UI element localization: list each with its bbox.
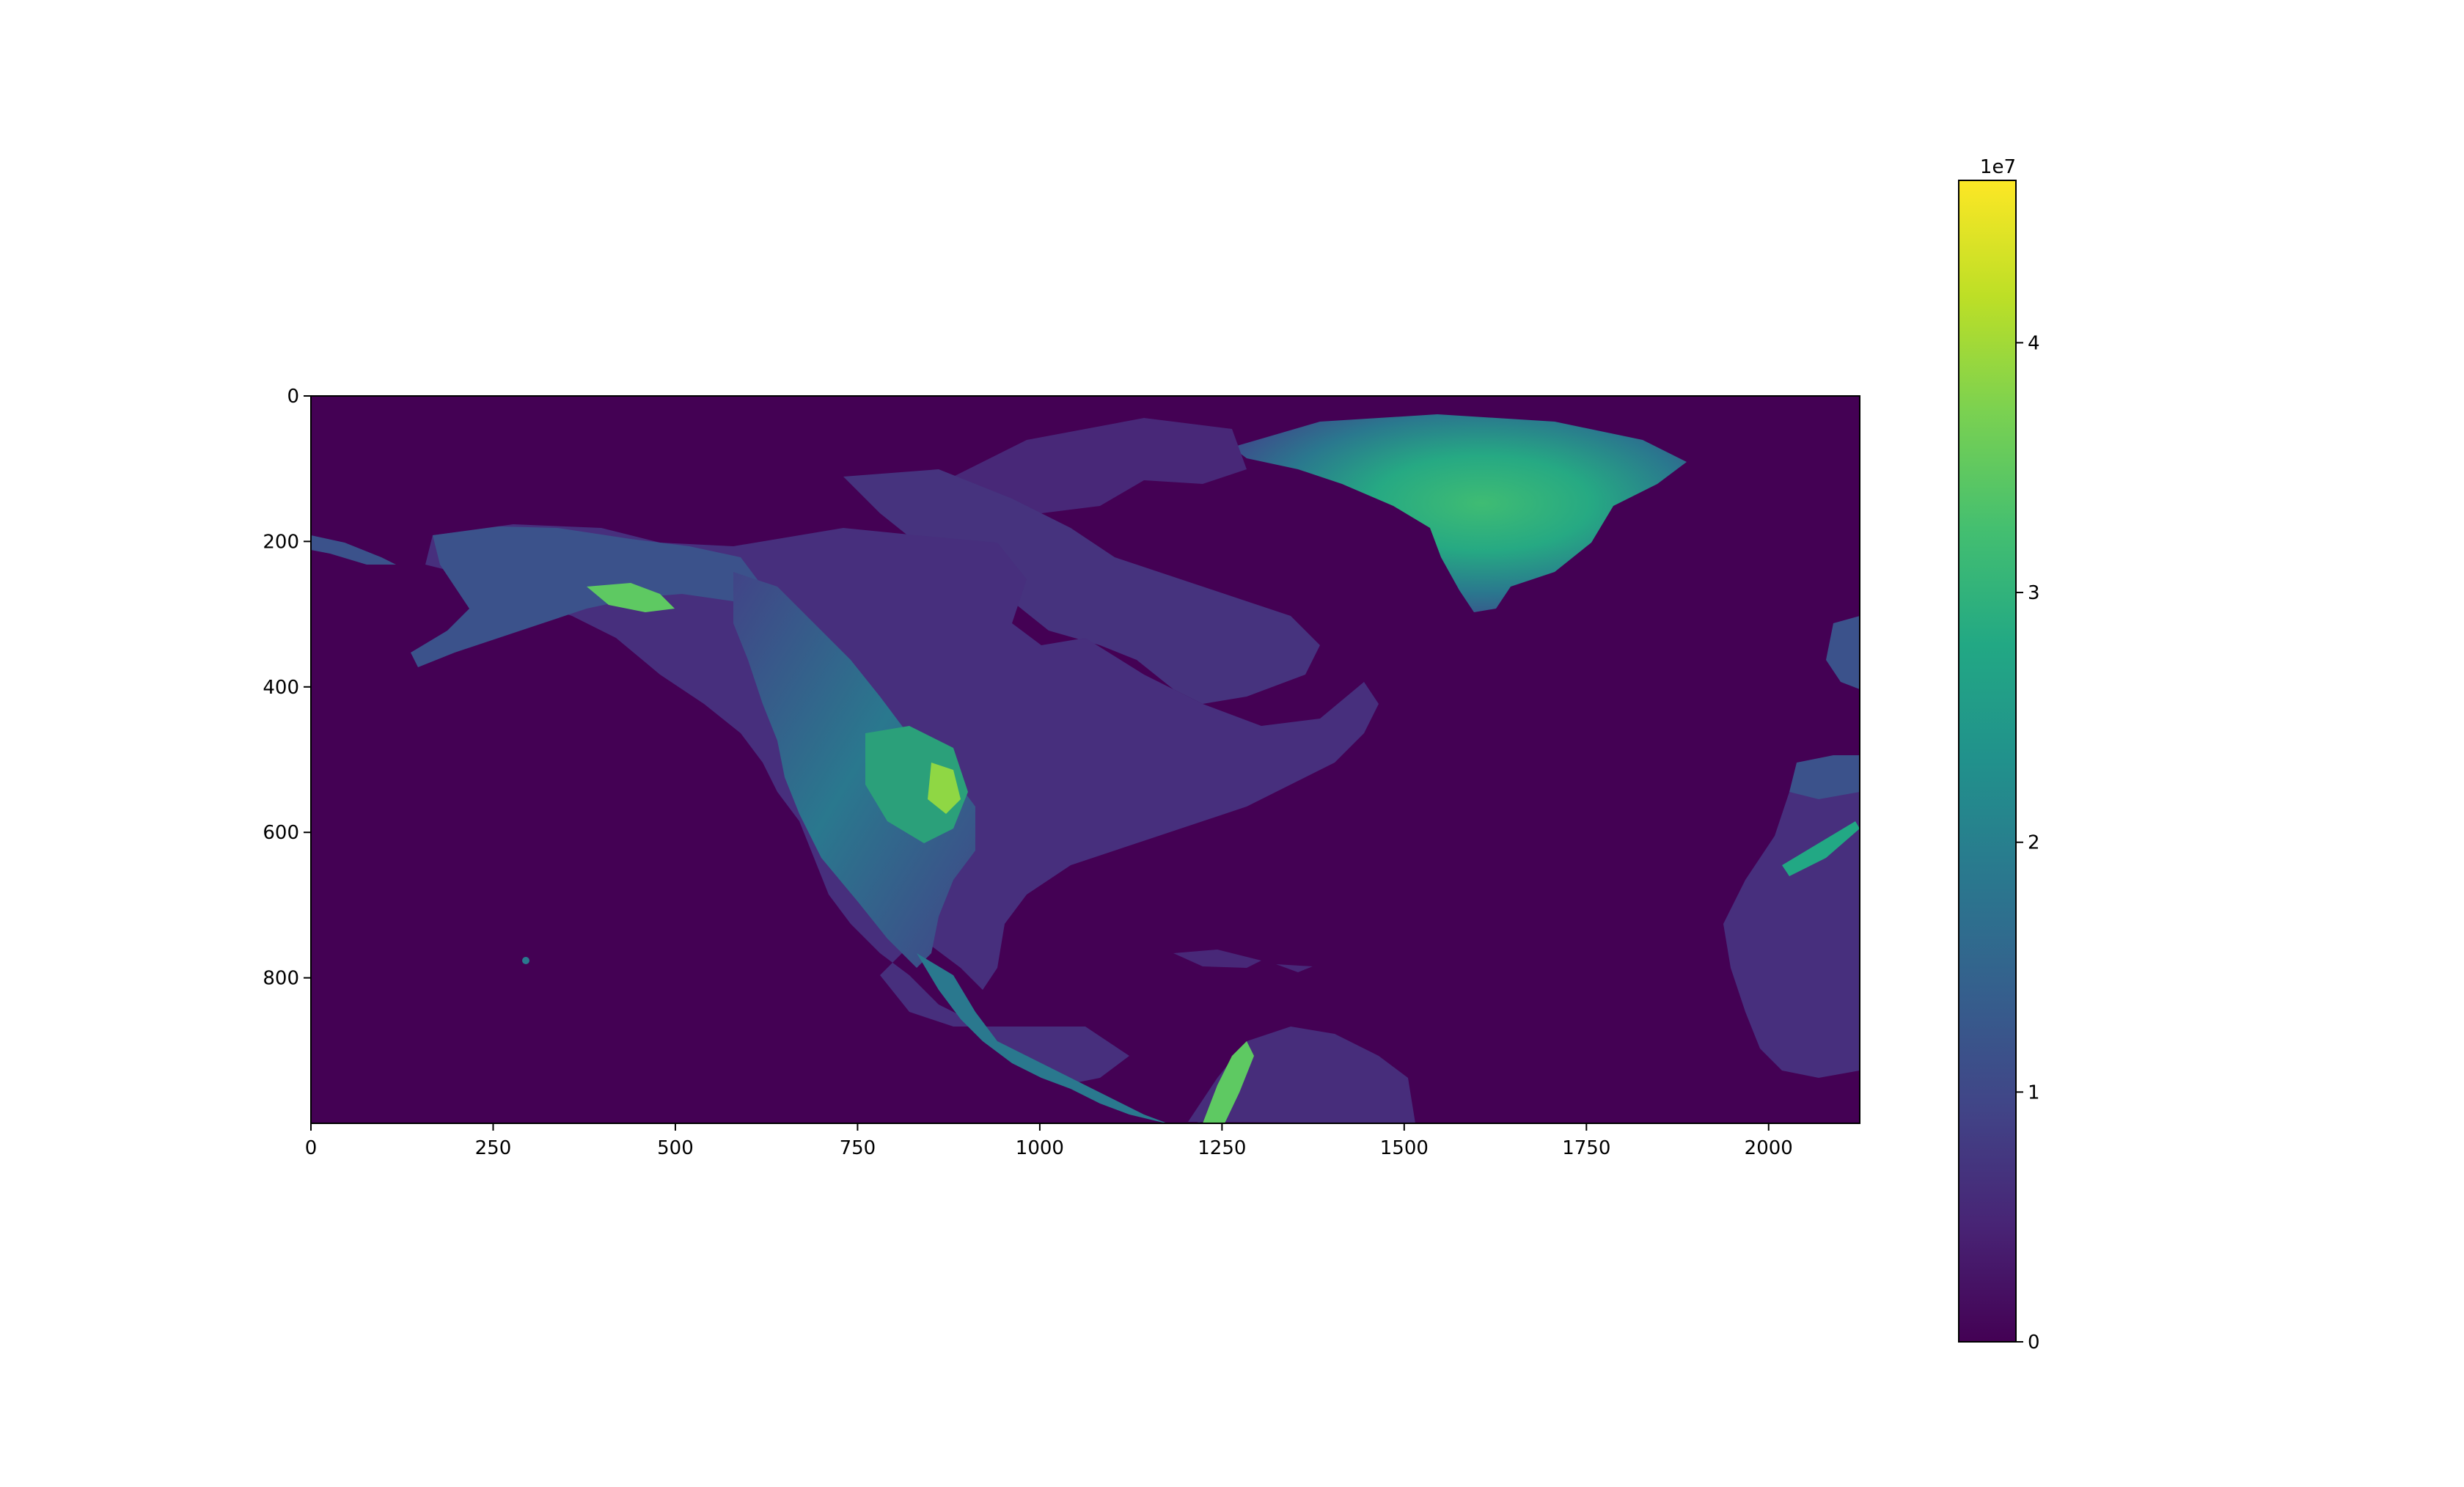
y-axis-ticks: 0 200 400 600 800 xyxy=(263,386,311,990)
atlas-region xyxy=(1782,821,1860,876)
high-peaks-region xyxy=(928,763,961,814)
colorbar-offset-label: 1e7 xyxy=(1980,156,2016,178)
y-tick-label: 200 xyxy=(263,531,299,553)
alaska-region xyxy=(411,526,763,667)
x-axis-ticks: 0 250 500 750 1000 1250 1500 1750 2000 xyxy=(305,1123,1793,1159)
africa-region xyxy=(1723,755,1860,1078)
x-tick-label: 0 xyxy=(305,1137,318,1159)
x-tick-label: 1500 xyxy=(1380,1137,1429,1159)
x-tick-label: 250 xyxy=(475,1137,512,1159)
y-tick-label: 600 xyxy=(263,822,299,844)
x-tick-label: 1000 xyxy=(1016,1137,1064,1159)
y-tick-label: 400 xyxy=(263,677,299,699)
andes-region xyxy=(1203,1041,1254,1123)
x-tick-label: 1250 xyxy=(1198,1137,1246,1159)
plot-frame xyxy=(310,395,1860,1124)
colorbar-tick-label: 1 xyxy=(2028,1082,2040,1104)
europe-edge-region xyxy=(1789,616,1860,799)
x-tick-label: 1750 xyxy=(1562,1137,1610,1159)
y-tick-label: 0 xyxy=(287,386,299,408)
heatmap-image xyxy=(311,396,1860,1123)
caribbean-region xyxy=(1173,950,1313,972)
hawaii-region xyxy=(522,957,529,964)
greenland-region xyxy=(1232,414,1687,612)
aleutian-region xyxy=(311,535,396,565)
colorbar-tick-label: 3 xyxy=(2028,582,2040,604)
colorbar-tick-label: 4 xyxy=(2028,332,2040,354)
colorbar xyxy=(1958,180,2017,1343)
cordillera-region xyxy=(733,572,975,968)
colorbar-tick-label: 0 xyxy=(2028,1332,2040,1354)
alaska-range-region xyxy=(587,583,675,612)
colorbar-ticks: 0 1 2 3 4 xyxy=(2016,332,2040,1354)
x-tick-label: 750 xyxy=(840,1137,876,1159)
colorbar-tick-label: 2 xyxy=(2028,832,2040,854)
x-tick-label: 500 xyxy=(657,1137,694,1159)
arctic-islands-region-2 xyxy=(843,469,1320,704)
y-tick-label: 800 xyxy=(263,968,299,990)
high-plateau-region xyxy=(865,726,968,843)
arctic-islands-region xyxy=(953,418,1247,513)
x-tick-label: 2000 xyxy=(1745,1137,1793,1159)
